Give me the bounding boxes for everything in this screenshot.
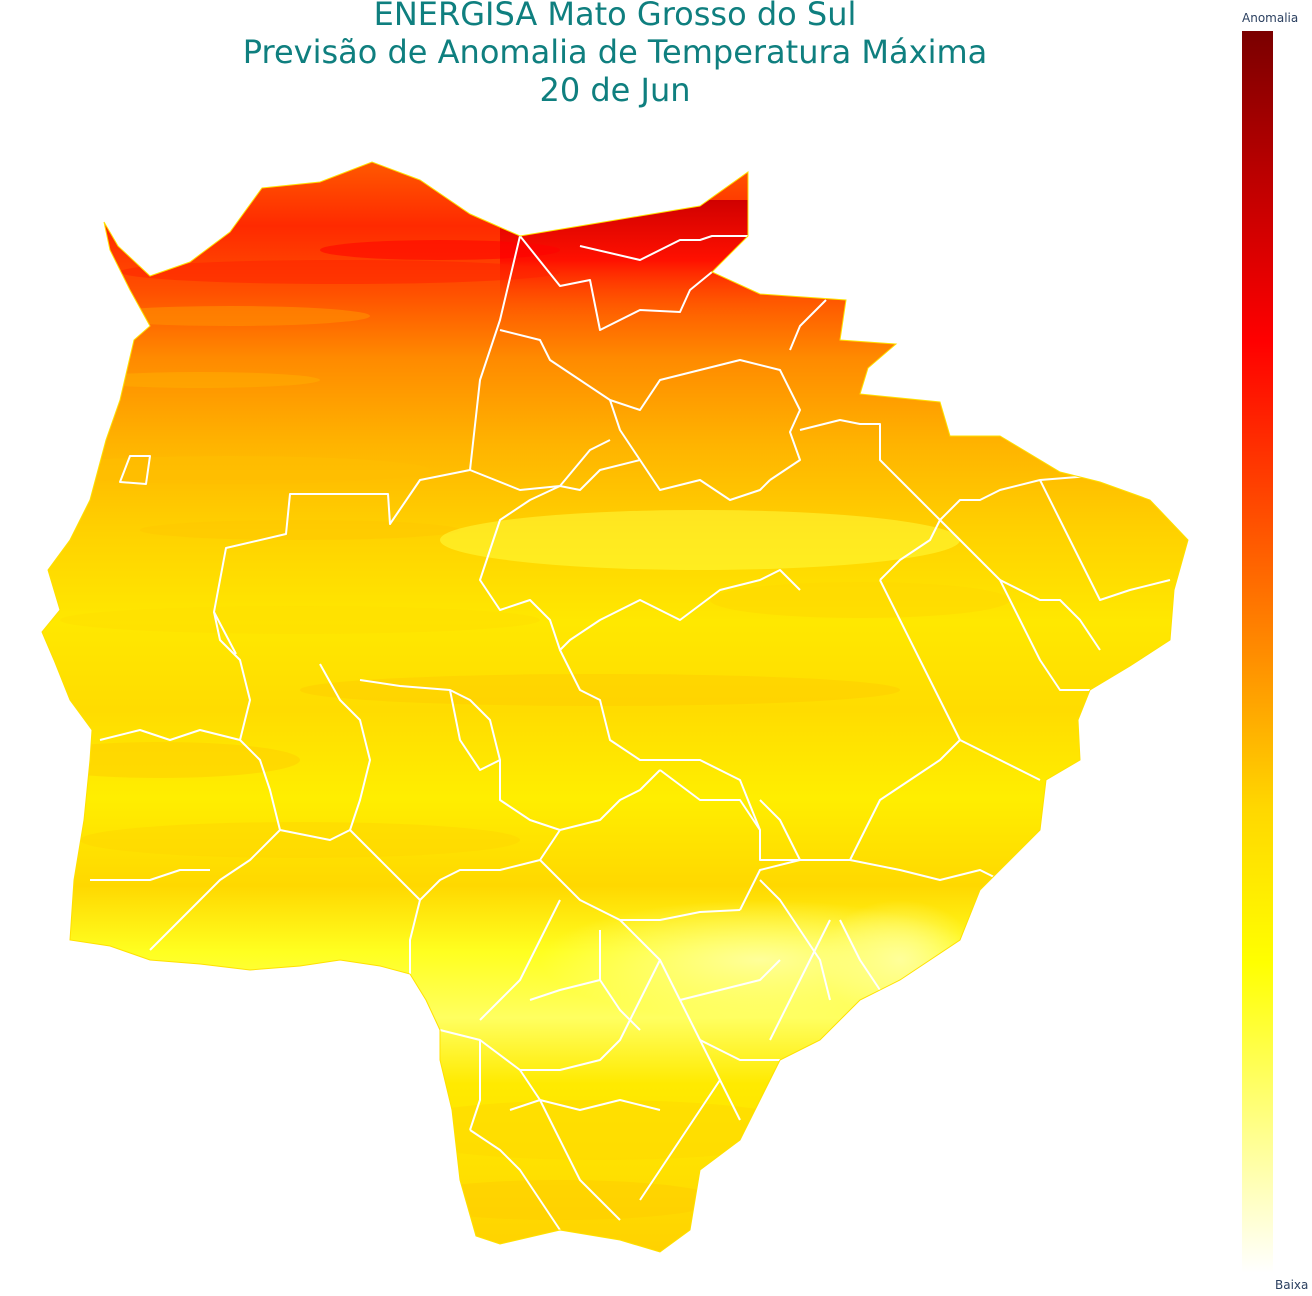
municipality-borders (90, 235, 1171, 1231)
map-title-line-3: 20 de Jun (539, 71, 691, 109)
state-map (41, 161, 1189, 1253)
map-title-line-2: Previsão de Anomalia de Temperatura Máxi… (242, 33, 988, 71)
colorbar (1242, 31, 1273, 1273)
colorbar-bottom-label: Baixa (1275, 1278, 1309, 1292)
state-outline (41, 161, 1189, 1253)
map-title-line-1: ENERGISA Mato Grosso do Sul (373, 0, 857, 33)
colorbar-top-label: Anomalia (1242, 11, 1299, 25)
